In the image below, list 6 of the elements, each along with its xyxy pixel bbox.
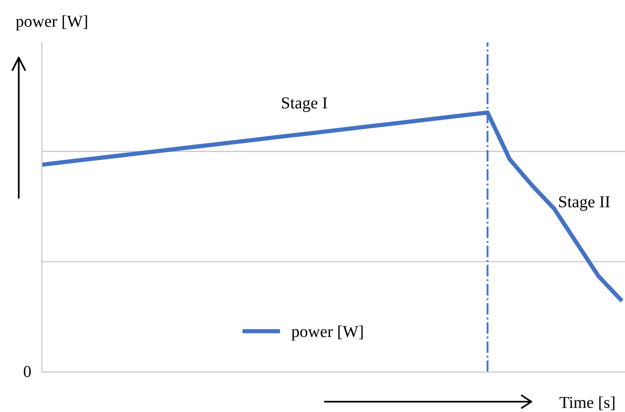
text: Stage I (282, 97, 328, 112)
x-axis-title: Time [s] (560, 396, 614, 410)
legend-label: power [W] (292, 325, 363, 341)
annotation: Stage II (559, 196, 610, 211)
y-axis-title: power [W] (16, 15, 88, 30)
text: 0 (24, 366, 31, 378)
